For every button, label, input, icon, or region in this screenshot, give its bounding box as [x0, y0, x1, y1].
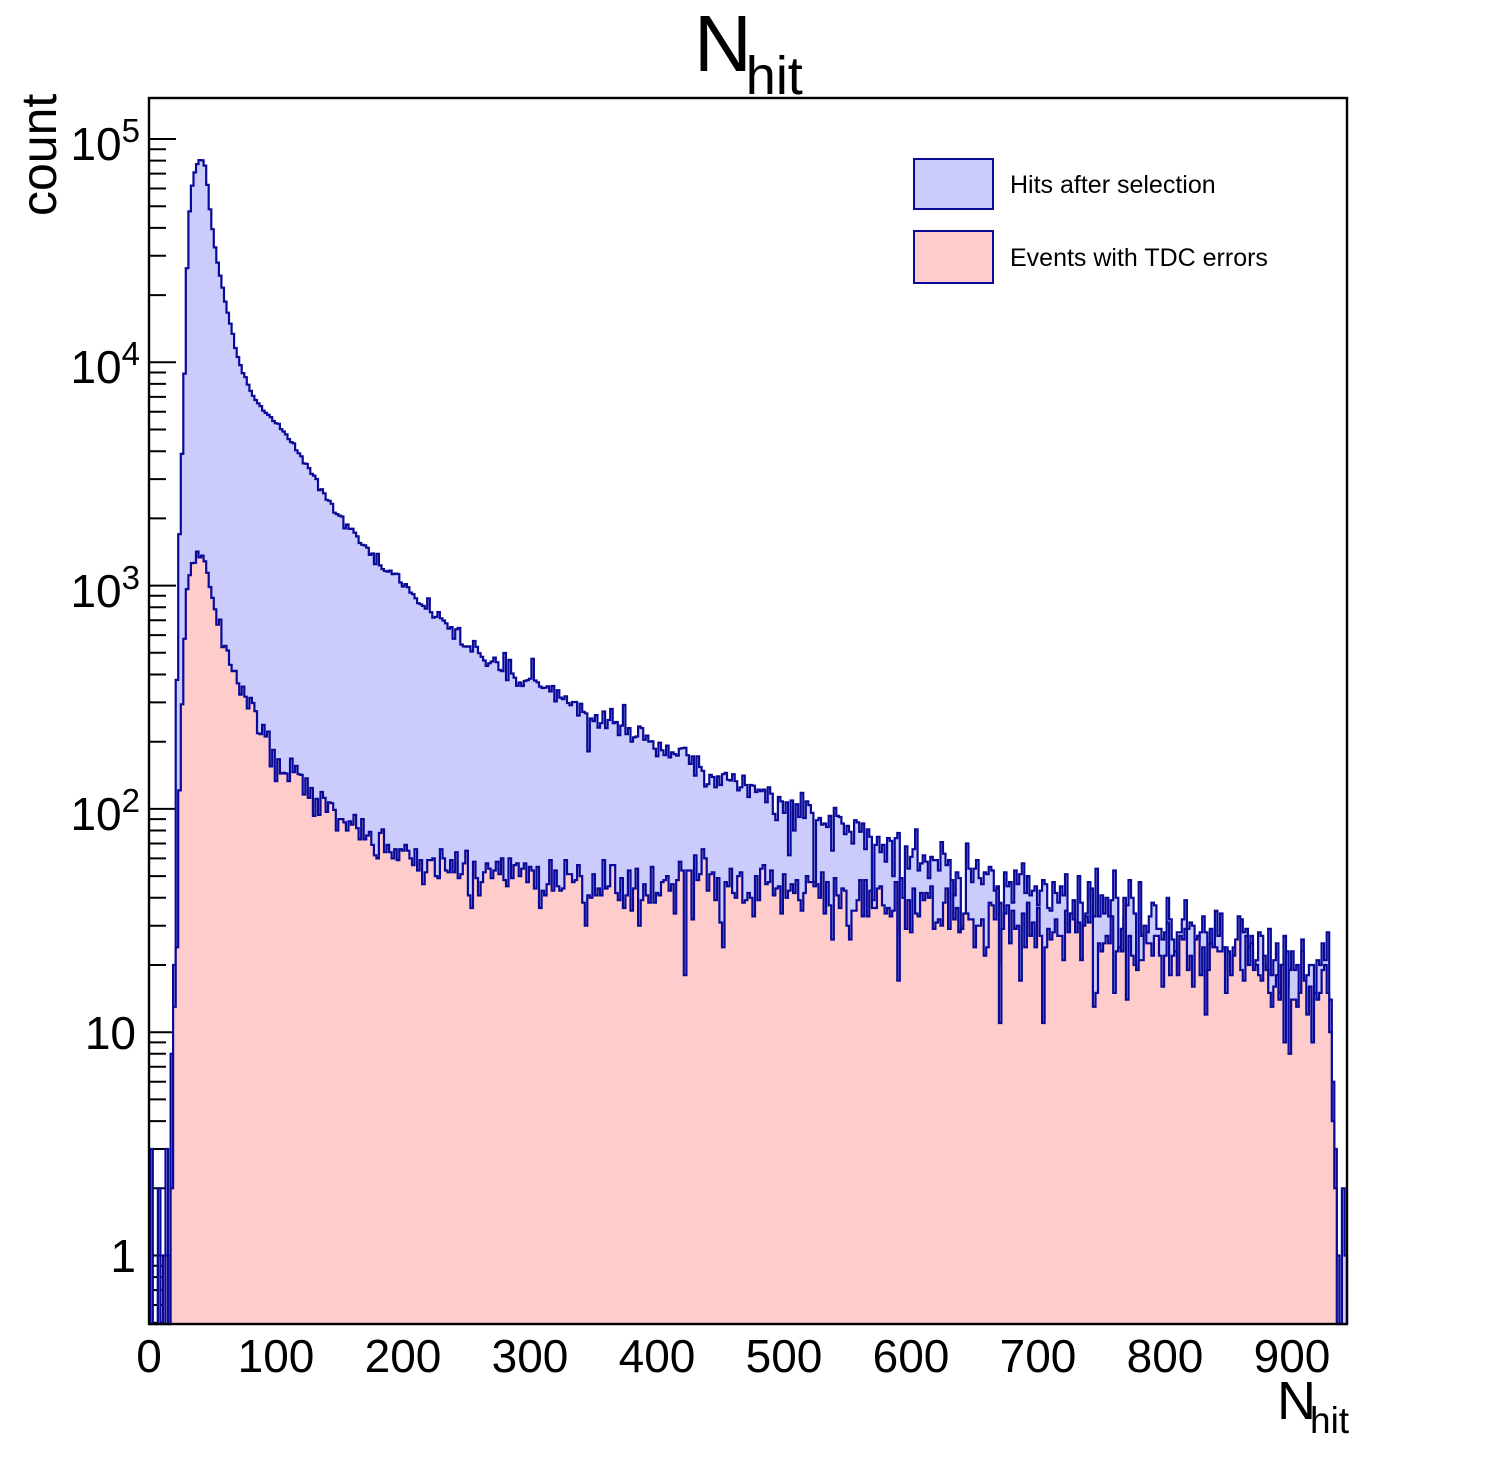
- svg-text:900: 900: [1254, 1330, 1331, 1382]
- svg-text:100: 100: [238, 1330, 315, 1382]
- svg-text:10: 10: [85, 1007, 136, 1059]
- svg-text:300: 300: [492, 1330, 569, 1382]
- svg-text:0: 0: [136, 1330, 162, 1382]
- svg-text:Hits after selection: Hits after selection: [1010, 171, 1216, 199]
- svg-text:500: 500: [746, 1330, 823, 1382]
- svg-text:700: 700: [1000, 1330, 1077, 1382]
- svg-text:1: 1: [110, 1230, 136, 1282]
- svg-text:600: 600: [873, 1330, 950, 1382]
- svg-text:104: 104: [70, 335, 140, 393]
- svg-text:200: 200: [365, 1330, 442, 1382]
- svg-text:800: 800: [1127, 1330, 1204, 1382]
- svg-text:count: count: [11, 94, 67, 216]
- svg-text:Events with TDC errors: Events with TDC errors: [1010, 244, 1268, 272]
- svg-text:400: 400: [619, 1330, 696, 1382]
